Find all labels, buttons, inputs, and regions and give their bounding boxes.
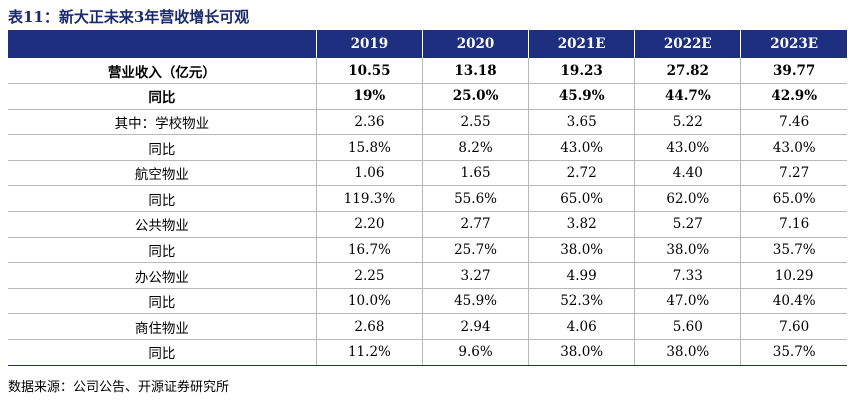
row-label-cell: 办公物业: [8, 262, 317, 289]
value-cell: 55.6%: [422, 185, 530, 213]
value-cell: 35.7%: [740, 237, 847, 264]
revenue-table: 2019 2020 2021E 2022E 2023E 营业收入（亿元） 10.5…: [8, 30, 847, 366]
value-cell: 45.9%: [422, 288, 530, 315]
row-label-cell: 商住物业: [8, 313, 317, 341]
value-cell: 8.2%: [422, 134, 530, 161]
table-body: 营业收入（亿元） 10.55 13.18 19.23 27.82 39.77 同比 19% 25…: [8, 58, 847, 366]
value-cell: 40.4%: [740, 288, 847, 315]
row-label-cell: 同比: [8, 83, 317, 110]
row-label-cell: 同比: [8, 237, 317, 264]
header-cell-2019: 2019: [316, 30, 423, 58]
value-cell: 4.99: [528, 262, 636, 289]
row-label-cell: 其中：学校物业: [8, 109, 317, 136]
table-row: 其中：学校物业 2.36 2.55 3.65 5.22 7.46: [8, 109, 847, 136]
value-cell: 2.94: [422, 313, 530, 341]
table-row: 同比 15.8% 8.2% 43.0% 43.0% 43.0%: [8, 134, 847, 161]
table-header-row: 2019 2020 2021E 2022E 2023E: [8, 30, 847, 58]
value-cell: 11.2%: [316, 339, 423, 366]
table-row: 同比 119.3% 55.6% 65.0% 62.0% 65.0%: [8, 185, 847, 213]
value-cell: 5.27: [634, 211, 742, 238]
value-cell: 47.0%: [634, 288, 742, 315]
value-cell: 2.77: [422, 211, 530, 238]
header-cell-2022e: 2022E: [634, 30, 742, 58]
header-cell-label: [8, 30, 317, 58]
value-cell: 7.60: [740, 313, 847, 341]
table-row: 商住物业 2.68 2.94 4.06 5.60 7.60: [8, 313, 847, 341]
value-cell: 7.33: [634, 262, 742, 289]
value-cell: 39.77: [740, 58, 847, 85]
table-row: 公共物业 2.20 2.77 3.82 5.27 7.16: [8, 211, 847, 238]
value-cell: 43.0%: [634, 134, 742, 161]
value-cell: 38.0%: [528, 237, 636, 264]
value-cell: 38.0%: [634, 237, 742, 264]
value-cell: 65.0%: [740, 185, 847, 213]
table-row: 同比 10.0% 45.9% 52.3% 47.0% 40.4%: [8, 288, 847, 315]
value-cell: 2.36: [316, 109, 423, 136]
value-cell: 45.9%: [528, 83, 636, 110]
table-row: 同比 19% 25.0% 45.9% 44.7% 42.9%: [8, 83, 847, 110]
value-cell: 5.60: [634, 313, 742, 341]
source-note: 数据来源：公司公告、开源证券研究所: [8, 380, 230, 395]
value-cell: 38.0%: [528, 339, 636, 366]
value-cell: 25.7%: [422, 237, 530, 264]
table-row: 营业收入（亿元） 10.55 13.18 19.23 27.82 39.77: [8, 58, 847, 85]
value-cell: 7.46: [740, 109, 847, 136]
row-label-cell: 公共物业: [8, 211, 317, 238]
value-cell: 2.55: [422, 109, 530, 136]
table-row: 航空物业 1.06 1.65 2.72 4.40 7.27: [8, 160, 847, 187]
value-cell: 43.0%: [528, 134, 636, 161]
value-cell: 2.25: [316, 262, 423, 289]
header-cell-2021e: 2021E: [528, 30, 636, 58]
row-label-cell: 航空物业: [8, 160, 317, 187]
value-cell: 4.06: [528, 313, 636, 341]
value-cell: 5.22: [634, 109, 742, 136]
value-cell: 119.3%: [316, 185, 423, 213]
row-label-cell: 营业收入（亿元）: [8, 58, 317, 85]
row-label-cell: 同比: [8, 288, 317, 315]
header-cell-2020: 2020: [422, 30, 530, 58]
value-cell: 65.0%: [528, 185, 636, 213]
table-row: 办公物业 2.25 3.27 4.99 7.33 10.29: [8, 262, 847, 289]
value-cell: 35.7%: [740, 339, 847, 366]
value-cell: 10.29: [740, 262, 847, 289]
value-cell: 7.16: [740, 211, 847, 238]
table-title: 表11：新大正未来3年营收增长可观: [8, 8, 250, 26]
value-cell: 62.0%: [634, 185, 742, 213]
value-cell: 10.0%: [316, 288, 423, 315]
value-cell: 4.40: [634, 160, 742, 187]
value-cell: 3.27: [422, 262, 530, 289]
value-cell: 7.27: [740, 160, 847, 187]
value-cell: 3.82: [528, 211, 636, 238]
value-cell: 2.68: [316, 313, 423, 341]
value-cell: 2.72: [528, 160, 636, 187]
value-cell: 1.06: [316, 160, 423, 187]
value-cell: 38.0%: [634, 339, 742, 366]
value-cell: 10.55: [316, 58, 423, 85]
value-cell: 3.65: [528, 109, 636, 136]
value-cell: 16.7%: [316, 237, 423, 264]
value-cell: 19%: [316, 83, 423, 110]
row-label-cell: 同比: [8, 185, 317, 213]
value-cell: 43.0%: [740, 134, 847, 161]
value-cell: 42.9%: [740, 83, 847, 110]
value-cell: 13.18: [422, 58, 530, 85]
value-cell: 19.23: [528, 58, 636, 85]
value-cell: 2.20: [316, 211, 423, 238]
table-row: 同比 11.2% 9.6% 38.0% 38.0% 35.7%: [8, 339, 847, 366]
value-cell: 52.3%: [528, 288, 636, 315]
value-cell: 15.8%: [316, 134, 423, 161]
value-cell: 25.0%: [422, 83, 530, 110]
value-cell: 27.82: [634, 58, 742, 85]
header-cell-2023e: 2023E: [770, 36, 819, 52]
row-label-cell: 同比: [8, 134, 317, 161]
table-row: 同比 16.7% 25.7% 38.0% 38.0% 35.7%: [8, 237, 847, 264]
value-cell: 44.7%: [634, 83, 742, 110]
value-cell: 1.65: [422, 160, 530, 187]
row-label-cell: 同比: [8, 339, 317, 366]
value-cell: 9.6%: [422, 339, 530, 366]
